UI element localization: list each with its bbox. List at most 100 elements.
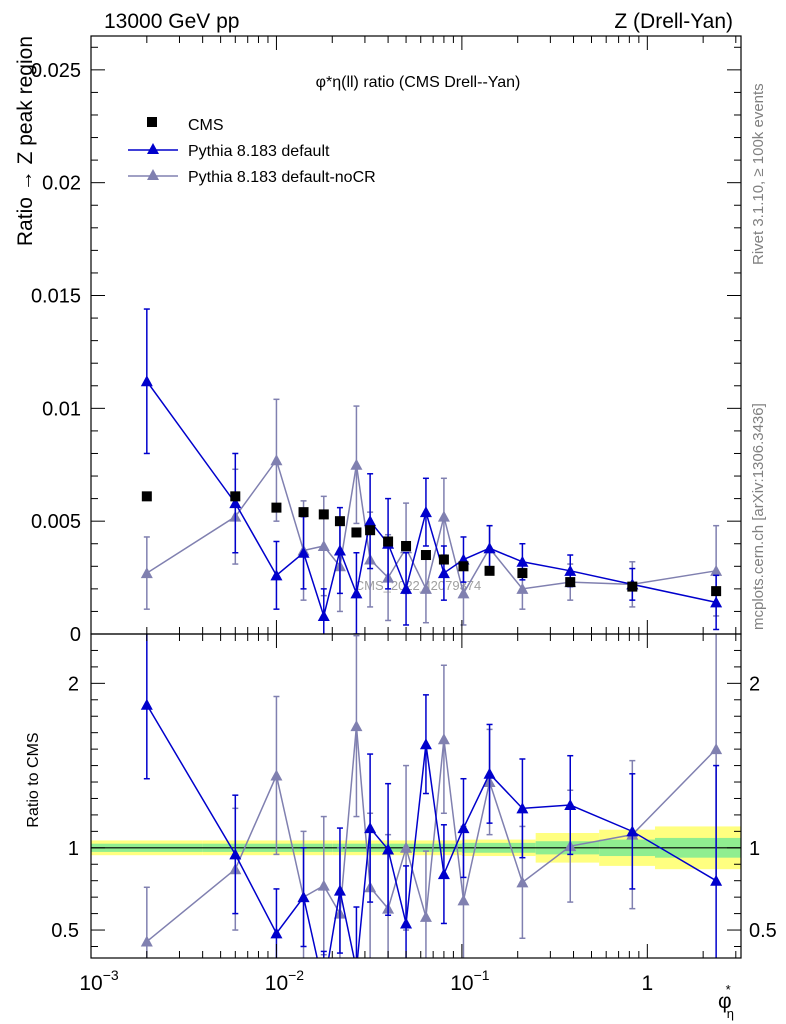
- cms-point: [230, 491, 241, 502]
- ratio-default-point: [626, 825, 639, 837]
- ratio-default-point: [710, 874, 723, 886]
- main-ytick-label: 0: [70, 624, 81, 646]
- default-point: [483, 542, 496, 554]
- cms-point: [271, 502, 282, 513]
- ratio-default-point: [457, 822, 470, 834]
- ratio-nocr-point: [457, 894, 470, 906]
- xtick-exponent: −3: [103, 967, 119, 983]
- ratio-default-point: [140, 698, 153, 710]
- plot-title: φ*η(ll) ratio (CMS Drell--Yan): [316, 74, 521, 91]
- default-point: [516, 555, 529, 567]
- default-point: [364, 515, 377, 527]
- ratio-ytick-label-right: 2: [749, 673, 760, 695]
- cms-point: [365, 525, 376, 536]
- mcplots-label: mcplots.cern.ch [arXiv:1306.3436]: [750, 403, 767, 630]
- ratio-default-point: [400, 917, 413, 929]
- default-point: [333, 544, 346, 556]
- cms-point: [711, 586, 722, 597]
- cms-point: [517, 568, 528, 579]
- ratio-default-point: [318, 982, 330, 993]
- default-point: [400, 582, 413, 594]
- cms-point: [141, 491, 152, 502]
- main-ytick-label: 0.005: [31, 511, 81, 533]
- ratio-default-point: [382, 843, 395, 855]
- default-point: [297, 546, 310, 558]
- ratio-default-point: [437, 868, 450, 880]
- ratio-default-line: [146, 704, 717, 958]
- ratio-nocr-point: [516, 876, 529, 888]
- xtick-base: 1: [641, 972, 653, 995]
- cms-point: [334, 516, 345, 527]
- energy-label: 13000 GeV pp: [104, 10, 239, 33]
- main-ytick-label: 0.015: [31, 286, 81, 308]
- default-point: [350, 587, 363, 599]
- nocr-point: [516, 582, 529, 594]
- cms-point: [318, 509, 329, 520]
- ratio-default-point: [364, 822, 377, 834]
- ratio-default-point: [419, 738, 432, 750]
- ratio-ytick-label-right: 0.5: [749, 920, 777, 942]
- ratio-ytick-label-right: 1: [749, 838, 760, 860]
- ratio-nocr-point: [317, 879, 330, 891]
- ratio-nocr-point: [140, 935, 153, 947]
- main-y-axis-label: Ratio → Z peak region: [14, 36, 37, 246]
- ratio-plot-panel: 0.5 0.5 1 1 2 2 10−3 10−2 10 −1 1: [51, 633, 777, 995]
- ratio-y-axis-label: Ratio to CMS: [25, 732, 42, 827]
- nocr-point: [437, 510, 450, 522]
- cms-point: [298, 507, 309, 518]
- xtick-exponent: −2: [288, 967, 304, 983]
- ratio-nocr-point: [350, 720, 363, 732]
- ratio-plot-frame: [90, 633, 742, 959]
- ratio-ytick-label-left: 0.5: [51, 920, 79, 942]
- ratio-nocr-point: [419, 910, 432, 922]
- legend-default-label: Pythia 8.183 default: [188, 143, 330, 160]
- default-point: [419, 506, 432, 518]
- ratio-nocr-point: [437, 733, 450, 745]
- nocr-point: [140, 567, 153, 579]
- main-ytick-label: 0.025: [31, 60, 81, 82]
- cms-point: [484, 565, 495, 576]
- cms-point: [458, 561, 469, 572]
- ratio-xtick-label: 10−2: [265, 967, 305, 995]
- ratio-xtick-label: 10−3: [79, 967, 119, 995]
- legend: CMS Pythia 8.183 default Pythia 8.183 de…: [128, 117, 376, 186]
- cms-point: [438, 554, 449, 565]
- ratio-ytick-label-left: 1: [68, 838, 79, 860]
- rivet-label: Rivet 3.1.10, ≥ 100k events: [750, 83, 767, 265]
- main-ytick-label: 0.02: [42, 173, 81, 195]
- cms-point: [565, 577, 576, 588]
- ratio-default-point: [350, 964, 362, 975]
- nocr-point: [317, 539, 330, 551]
- ratio-default-point: [333, 884, 346, 896]
- legend-default-marker: [147, 143, 159, 154]
- cms-point: [383, 536, 394, 547]
- main-plot-panel: CMS_2022_I2079374 00.0050.010.0150.020.0…: [31, 35, 742, 646]
- nocr-point: [457, 587, 470, 599]
- default-point: [437, 567, 450, 579]
- default-point: [270, 569, 283, 581]
- xtick-exponent: −1: [474, 967, 490, 983]
- cms-point: [401, 540, 412, 551]
- cms-point: [420, 550, 431, 561]
- cms-point: [351, 527, 362, 538]
- ratio-nocr-point: [400, 841, 413, 853]
- cms-point: [627, 581, 638, 592]
- xtick-base: 10: [265, 972, 288, 995]
- default-point: [140, 375, 153, 387]
- nocr-point: [350, 458, 363, 470]
- ratio-default-point: [270, 927, 283, 939]
- ratio-default-point: [229, 848, 242, 860]
- x-axis-label: φ* η: [718, 982, 734, 1021]
- main-ytick-label: 0.01: [42, 398, 81, 420]
- ratio-default-point: [297, 891, 310, 903]
- default-point: [564, 564, 577, 576]
- ratio-default-point: [564, 799, 577, 811]
- ratio-xtick-label: 1: [641, 972, 653, 995]
- ratio-ytick-label-left: 2: [68, 673, 79, 695]
- default-point: [710, 596, 723, 608]
- legend-cms-label: CMS: [188, 117, 224, 134]
- default-point: [317, 609, 330, 621]
- legend-nocr-marker: [147, 169, 159, 180]
- nocr-line: [146, 458, 717, 596]
